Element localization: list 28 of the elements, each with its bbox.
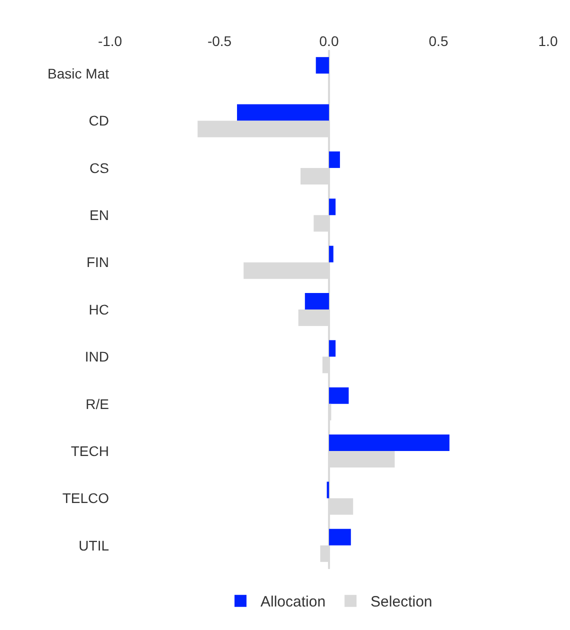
legend-label: Allocation [260, 594, 326, 611]
y-tick-label: EN [90, 207, 109, 224]
bar [329, 340, 336, 357]
y-tick-label: R/E [86, 396, 109, 412]
bar [329, 528, 351, 546]
y-tick-label: IND [84, 348, 109, 365]
y-tick-label: TECH [70, 442, 109, 459]
bar [329, 434, 450, 452]
bar [329, 387, 349, 404]
y-tick-label: FIN [86, 254, 109, 270]
y-tick-label: TELCO [62, 490, 110, 506]
y-tick-label: CD [88, 112, 109, 129]
legend-label: Selection [370, 594, 432, 611]
x-tick-label: -0.5 [207, 33, 232, 50]
bar [329, 151, 340, 168]
bar [316, 57, 329, 74]
bar [329, 246, 334, 262]
y-tick-label: CS [90, 160, 109, 176]
y-tick-label: Basic Mat [48, 65, 110, 82]
bar [304, 292, 329, 310]
bar [237, 104, 329, 121]
y-tick-label: UTIL [78, 537, 110, 554]
x-tick-label: 1.0 [538, 33, 558, 50]
x-tick-label: 0.5 [428, 33, 448, 50]
x-tick-label: -1.0 [98, 33, 122, 50]
bar [329, 198, 336, 216]
y-tick-label: HC [88, 301, 109, 318]
x-tick-label: 0.0 [319, 33, 339, 50]
